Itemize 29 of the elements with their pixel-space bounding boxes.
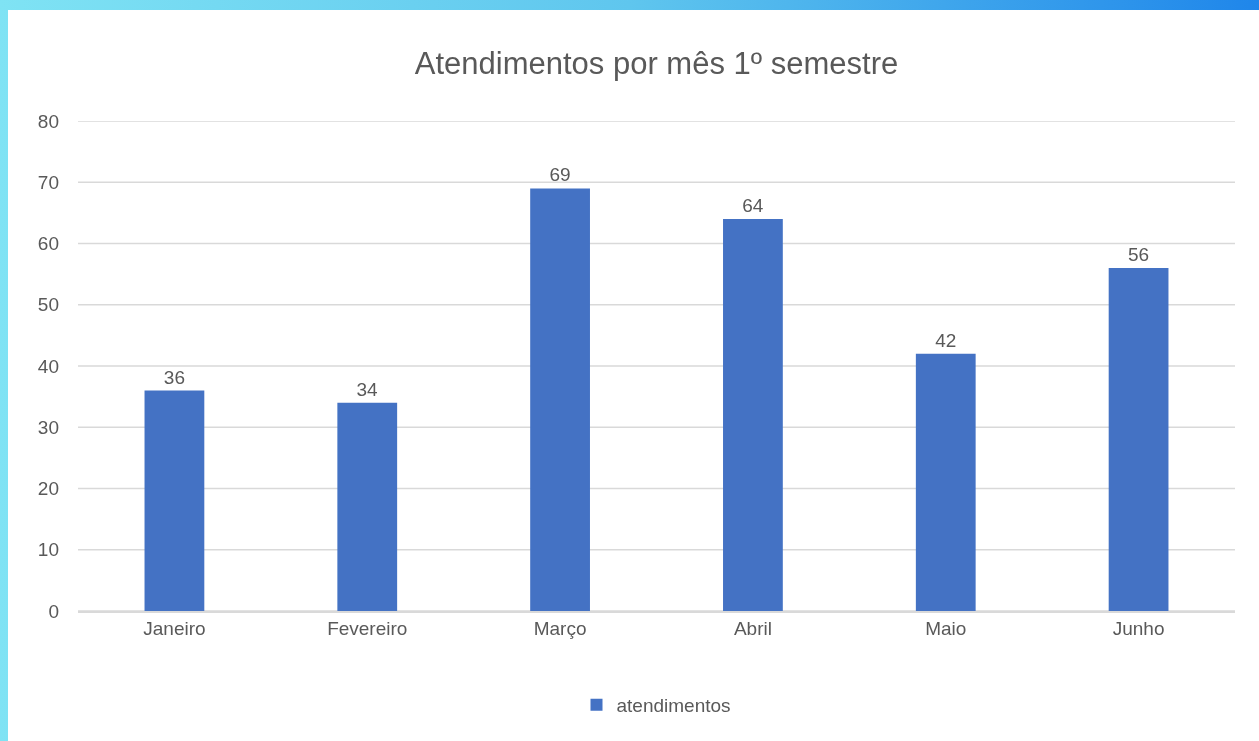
- y-tick-label: 50: [37, 294, 59, 316]
- y-tick-label: 60: [37, 233, 59, 255]
- x-tick-label: Fevereiro: [327, 618, 408, 640]
- y-tick-label: 70: [37, 171, 59, 193]
- y-tick-label: 10: [37, 539, 59, 561]
- bar: [337, 402, 398, 611]
- y-tick-label: 20: [37, 478, 59, 500]
- x-tick-label: Junho: [1112, 618, 1165, 640]
- data-label: 42: [935, 329, 957, 351]
- data-label: 36: [163, 366, 185, 388]
- data-label: 69: [549, 164, 571, 186]
- bar: [723, 219, 783, 611]
- y-tick-label: 30: [37, 416, 59, 438]
- y-tick-label: 0: [48, 600, 59, 622]
- bar: [144, 390, 205, 611]
- x-tick-label: Abril: [733, 618, 772, 640]
- bar: [1108, 268, 1169, 611]
- y-tick-label: 80: [37, 110, 59, 132]
- data-label: 64: [742, 195, 764, 216]
- data-label: 34: [356, 378, 379, 400]
- x-tick-label: Maio: [925, 618, 967, 640]
- y-tick-label: 40: [37, 355, 59, 377]
- bar: [530, 188, 590, 611]
- data-label: 56: [1128, 244, 1150, 265]
- bar: [915, 353, 976, 611]
- x-tick-label: Março: [533, 618, 587, 640]
- legend-label: atendimentos: [616, 695, 731, 717]
- chart-title: Atendimentos por mês 1º semestre: [414, 45, 899, 81]
- x-tick-label: Janeiro: [143, 618, 206, 640]
